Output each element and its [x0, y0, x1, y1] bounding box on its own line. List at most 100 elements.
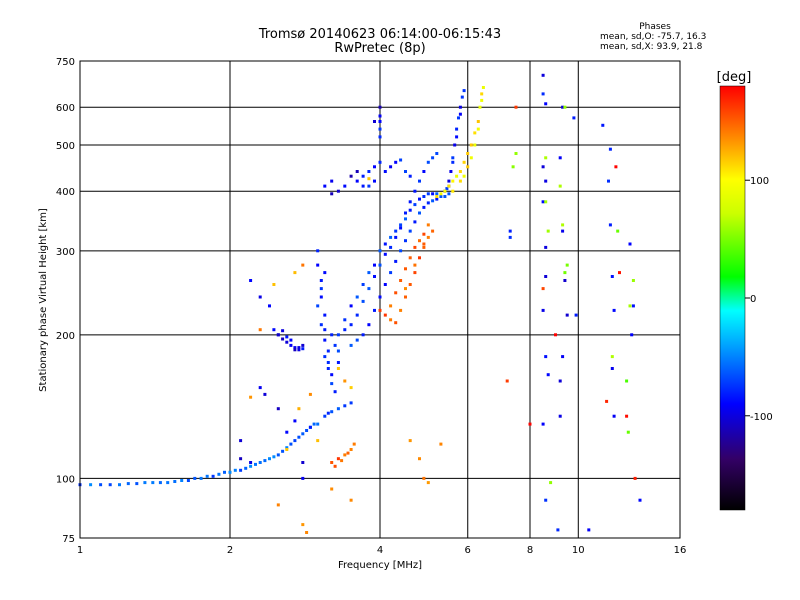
data-point	[546, 373, 550, 377]
data-point	[435, 197, 439, 201]
data-point	[469, 156, 473, 160]
data-point	[422, 170, 426, 173]
data-point	[297, 348, 301, 352]
data-point	[462, 174, 466, 178]
data-point	[263, 459, 267, 463]
data-point	[451, 156, 455, 160]
data-point	[378, 249, 382, 253]
data-point	[408, 256, 412, 260]
data-point	[399, 223, 403, 227]
data-point	[431, 192, 435, 196]
data-point	[349, 386, 353, 390]
chart-title: Tromsø 20140623 06:14:00-06:15:43	[258, 27, 502, 42]
data-point	[458, 179, 462, 183]
data-point	[361, 299, 365, 303]
data-point	[616, 229, 620, 233]
data-point	[462, 89, 466, 93]
y-axis-label: Stationary phase Virtual Height [km]	[38, 208, 49, 392]
data-point	[285, 448, 289, 451]
data-point	[301, 432, 305, 436]
data-point	[228, 470, 232, 474]
data-point	[413, 245, 417, 249]
data-point	[244, 466, 248, 470]
data-point	[404, 170, 407, 173]
data-point	[563, 279, 567, 282]
data-point	[394, 235, 398, 239]
data-point	[443, 189, 447, 193]
data-point	[293, 348, 297, 352]
data-point	[426, 160, 430, 164]
data-point	[355, 313, 359, 317]
data-point	[389, 235, 393, 239]
data-point	[447, 184, 451, 188]
data-point	[346, 451, 350, 455]
data-point	[336, 189, 340, 193]
y-tick-label: 300	[56, 247, 75, 258]
data-point	[378, 135, 382, 139]
data-point	[612, 414, 616, 418]
data-point	[413, 263, 417, 267]
data-point	[281, 449, 285, 453]
data-point	[612, 308, 616, 312]
data-point	[268, 457, 271, 461]
data-point	[333, 343, 337, 347]
data-point	[389, 245, 393, 249]
data-point	[404, 287, 407, 291]
data-point	[349, 498, 353, 502]
data-point	[367, 287, 371, 291]
data-point	[544, 275, 548, 278]
data-point	[343, 404, 347, 408]
data-point	[558, 414, 562, 418]
data-point	[404, 267, 407, 271]
colorbar-label: [deg]	[717, 70, 752, 85]
data-point	[478, 105, 482, 109]
data-point	[460, 95, 464, 99]
data-point	[319, 323, 323, 327]
data-point	[626, 430, 630, 434]
data-point	[426, 192, 430, 196]
data-point	[268, 304, 271, 308]
data-point	[618, 271, 621, 275]
data-point	[394, 259, 398, 263]
data-point	[239, 468, 243, 472]
data-point	[336, 333, 340, 337]
data-point	[301, 343, 305, 347]
data-point	[336, 457, 340, 461]
data-point	[399, 279, 403, 282]
data-point	[378, 295, 382, 299]
data-point	[323, 184, 327, 188]
data-point	[455, 174, 459, 178]
data-point	[389, 165, 393, 169]
data-point	[383, 252, 387, 256]
data-point	[276, 407, 280, 411]
data-point	[330, 382, 334, 386]
data-point	[422, 205, 426, 209]
data-point	[476, 127, 480, 131]
data-point	[546, 229, 550, 233]
data-point	[455, 135, 459, 139]
data-point	[608, 223, 612, 227]
data-point	[330, 487, 334, 491]
data-point	[239, 457, 243, 461]
data-point	[505, 379, 509, 383]
data-point	[628, 304, 632, 308]
phases-stat-x: mean, sd,X: 93.9, 21.8	[600, 42, 703, 52]
data-point	[323, 313, 327, 317]
data-point	[544, 498, 548, 502]
data-point	[431, 156, 435, 160]
data-point	[355, 295, 359, 299]
data-point	[326, 411, 330, 415]
colorbar-tick-label: 0	[750, 294, 756, 305]
data-point	[541, 92, 545, 96]
data-point	[249, 279, 253, 282]
data-point	[628, 242, 632, 246]
data-point	[422, 476, 426, 480]
data-point	[258, 295, 262, 299]
data-point	[316, 304, 320, 308]
data-point	[293, 419, 297, 423]
data-point	[254, 462, 257, 466]
data-point	[457, 116, 460, 120]
data-point	[301, 476, 305, 480]
data-point	[373, 308, 376, 312]
data-point	[458, 170, 462, 173]
